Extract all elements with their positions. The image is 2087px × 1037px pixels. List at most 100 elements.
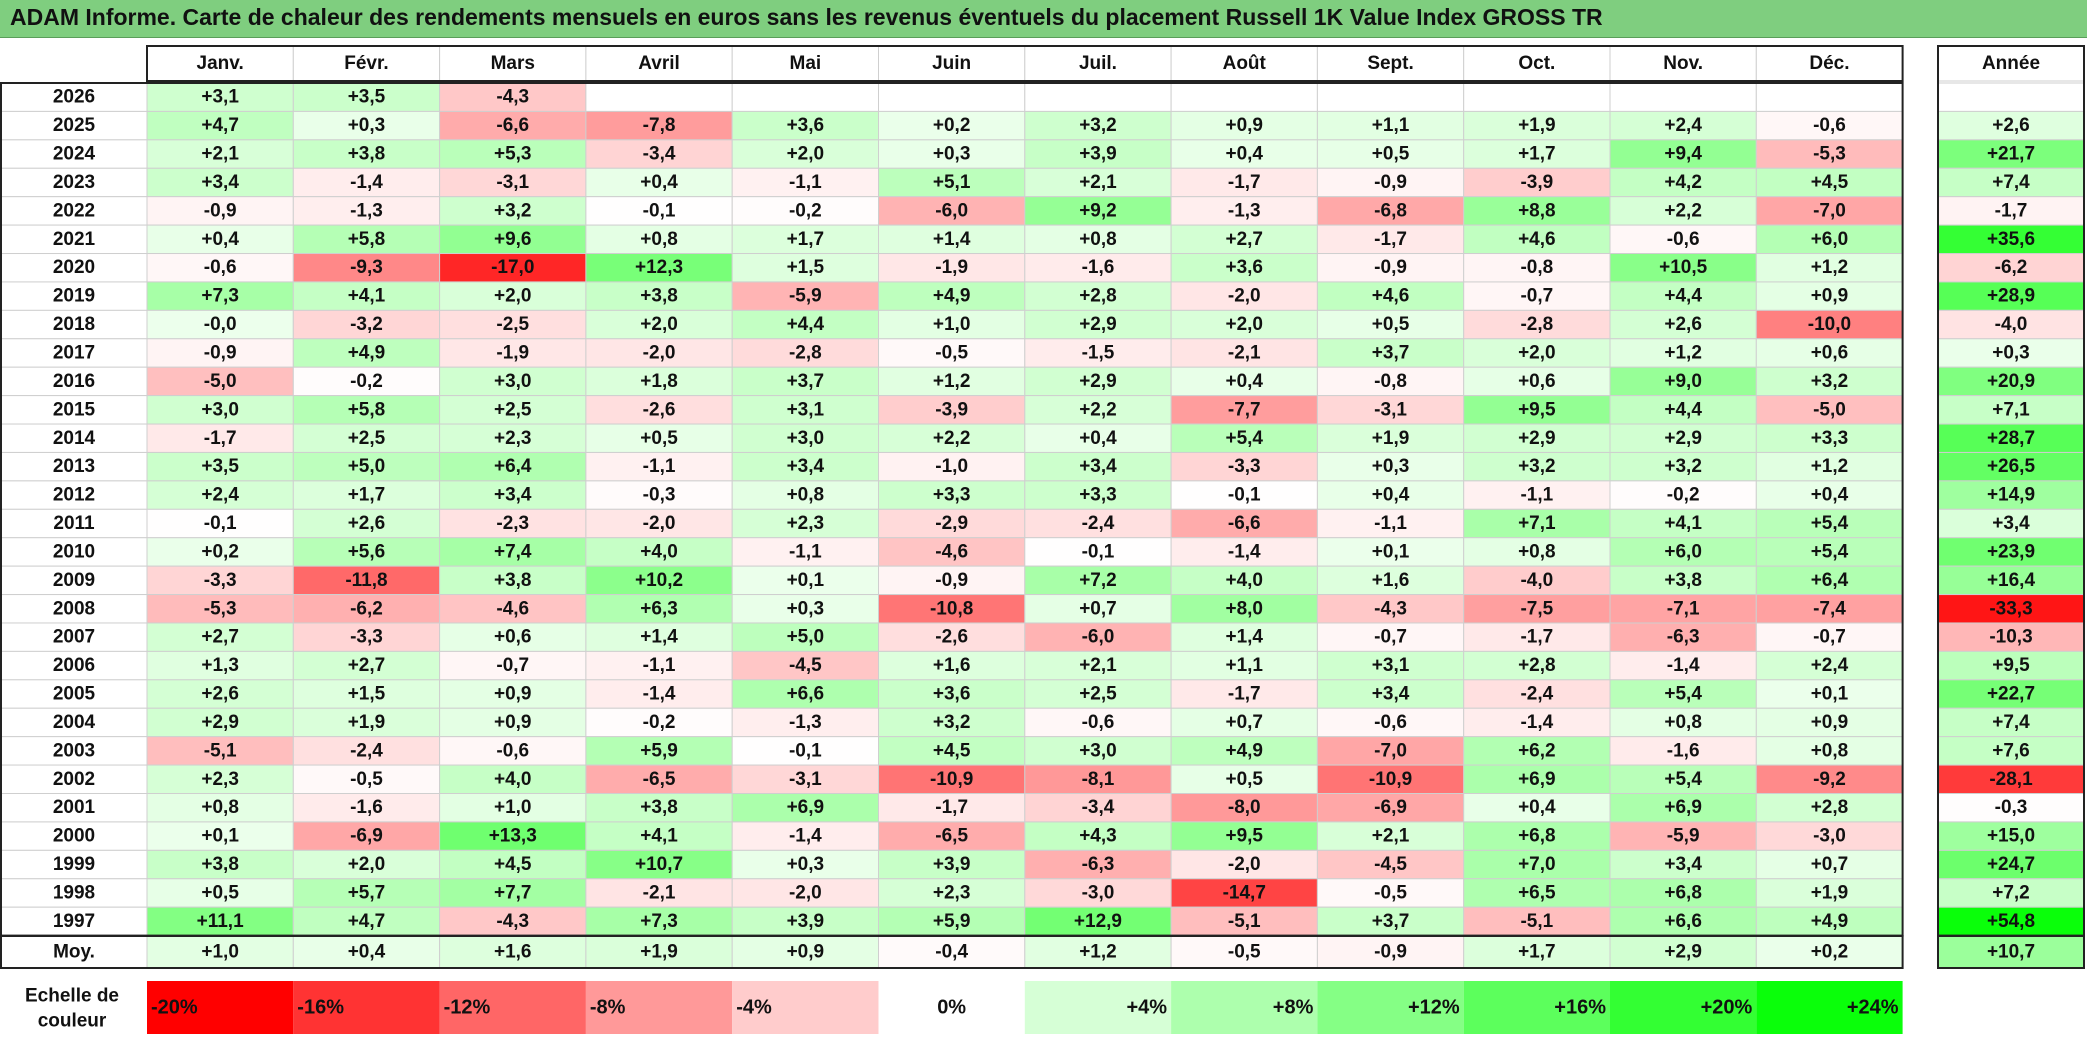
annual-value: +22,7: [1987, 684, 2035, 705]
heatmap-value: +9,4: [1664, 144, 1702, 165]
heatmap-value: -6,3: [1082, 854, 1115, 875]
heatmap-value: +8,8: [1518, 200, 1556, 221]
heatmap-cell: [1609, 622, 1757, 652]
heatmap-value: +0,8: [640, 229, 678, 250]
heatmap-value: +2,7: [348, 655, 386, 676]
scale-stop-label: +24%: [1847, 997, 1899, 1019]
heatmap-cell: [439, 679, 587, 709]
heatmap-cell: [585, 423, 733, 453]
heatmap-value: +11,1: [197, 911, 244, 932]
heatmap-value: +0,3: [1372, 456, 1410, 477]
heatmap-value: -0,2: [789, 200, 822, 221]
heatmap-value: +2,0: [1518, 342, 1556, 363]
year-label: 1997: [53, 911, 95, 932]
heatmap-value: -3,3: [204, 570, 237, 591]
heatmap-value: -1,6: [1667, 740, 1700, 761]
heatmap-cell: [1755, 110, 1904, 141]
heatmap-value: -0,7: [496, 655, 529, 676]
heatmap-value: +6,0: [1664, 541, 1702, 562]
heatmap-value: +1,7: [787, 229, 825, 250]
heatmap-value: +1,7: [1518, 144, 1556, 165]
heatmap-cell: [292, 395, 441, 425]
column-header-label: Nov.: [1663, 53, 1703, 74]
heatmap-value: -6,9: [1374, 797, 1407, 818]
column-header-label: Mai: [790, 53, 822, 74]
heatmap-cell: [1170, 224, 1318, 255]
heatmap-value: +4,1: [348, 286, 386, 307]
heatmap-value: -7,8: [643, 115, 676, 136]
heatmap-value: +2,7: [201, 627, 239, 648]
heatmap-cell: [292, 565, 441, 596]
heatmap-value: +0,6: [1518, 371, 1556, 392]
heatmap-cell: [1755, 366, 1904, 397]
heatmap-value: +1,5: [348, 684, 386, 705]
annual-cell: [1937, 508, 2085, 539]
year-cell: [0, 764, 148, 795]
heatmap-value: +5,9: [933, 911, 971, 932]
heatmap-cell: [1316, 451, 1465, 482]
heatmap-cell: [1316, 906, 1465, 937]
heatmap-cell: [1755, 451, 1904, 482]
heatmap-cell: [1609, 338, 1757, 368]
heatmap-value: -1,7: [1374, 229, 1407, 250]
heatmap-value: +3,9: [787, 911, 825, 932]
heatmap-value: +3,7: [787, 371, 825, 392]
annual-value: +0,3: [1992, 342, 2030, 363]
heatmap-cell: [1463, 366, 1611, 397]
heatmap-cell: [146, 395, 294, 425]
heatmap-value: -0,3: [643, 485, 676, 506]
heatmap-cell: [1024, 480, 1172, 510]
annual-value: -6,2: [1995, 257, 2028, 278]
heatmap-value: -0,7: [1374, 627, 1407, 648]
heatmap-value: +10,7: [635, 854, 683, 875]
scale-swatch: [1024, 981, 1172, 1034]
heatmap-cell: [439, 196, 587, 226]
heatmap-value: -0,6: [496, 740, 529, 761]
heatmap-value: -1,1: [1520, 485, 1553, 506]
year-label: 2017: [53, 342, 95, 363]
heatmap-value: -2,1: [1228, 342, 1261, 363]
heatmap-value: -6,9: [350, 826, 383, 847]
heatmap-value: +7,7: [494, 882, 532, 903]
heatmap-value: +0,5: [1225, 769, 1263, 790]
annual-value: +24,7: [1987, 854, 2035, 875]
scale-swatch: [147, 981, 294, 1034]
heatmap-cell: [878, 594, 1026, 624]
heatmap-cell: [1024, 594, 1172, 624]
heatmap-cell: [146, 224, 294, 255]
heatmap-cell: [1609, 82, 1757, 112]
heatmap-cell: [1024, 906, 1172, 937]
heatmap-value: +6,4: [494, 456, 532, 477]
heatmap-cell: [1170, 338, 1318, 368]
year-label: 2015: [53, 399, 96, 420]
heatmap-value: +2,8: [1518, 655, 1556, 676]
heatmap-cell: [1316, 110, 1465, 141]
heatmap-value: -6,3: [1667, 627, 1700, 648]
column-header-label: Mars: [491, 53, 535, 74]
heatmap-value: +4,9: [348, 342, 386, 363]
heatmap-cell: [1609, 849, 1757, 880]
heatmap-cell: [439, 366, 587, 397]
heatmap-cell: [1024, 167, 1172, 198]
heatmap-cell: [1463, 309, 1611, 340]
column-header-label: Déc.: [1809, 53, 1849, 74]
heatmap-value: -2,0: [643, 513, 676, 534]
heatmap-value: +1,1: [1225, 655, 1263, 676]
heatmap-value: +2,2: [1664, 200, 1702, 221]
heatmap-value: +3,3: [933, 485, 971, 506]
heatmap-cell: [439, 167, 587, 198]
annual-value: +54,8: [1987, 911, 2035, 932]
year-label: 2000: [53, 826, 95, 847]
heatmap-value: -0,5: [1374, 882, 1407, 903]
heatmap-value: +12,9: [1074, 911, 1122, 932]
heatmap-cell: [878, 480, 1026, 510]
heatmap-value: -3,9: [1520, 172, 1553, 193]
heatmap-cell: [1024, 736, 1172, 766]
heatmap-value: -6,5: [935, 826, 968, 847]
heatmap-value: +4,5: [1811, 172, 1849, 193]
heatmap-cell: [1463, 906, 1611, 937]
scale-swatch: [585, 981, 733, 1034]
heatmap-value: +2,9: [201, 712, 239, 733]
heatmap-value: +7,4: [494, 541, 532, 562]
heatmap-cell: [1024, 281, 1172, 311]
